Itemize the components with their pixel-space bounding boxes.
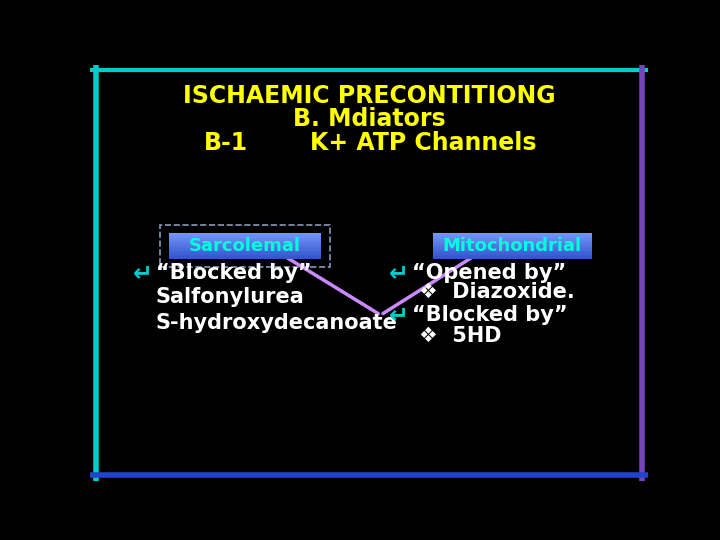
- Bar: [169, 254, 320, 255]
- Bar: [433, 249, 592, 251]
- Bar: [169, 256, 320, 258]
- Bar: [169, 243, 320, 245]
- Text: ↵: ↵: [388, 261, 408, 285]
- Text: ❖  Diazoxide.: ❖ Diazoxide.: [419, 282, 575, 302]
- Bar: [433, 254, 592, 255]
- Bar: [169, 258, 320, 259]
- Text: “Blocked by”: “Blocked by”: [412, 305, 567, 325]
- Bar: [433, 246, 592, 247]
- Bar: [433, 242, 592, 243]
- Bar: [433, 239, 592, 240]
- Text: ↵: ↵: [388, 303, 408, 327]
- Bar: [169, 247, 320, 248]
- Bar: [169, 255, 320, 256]
- Bar: [433, 251, 592, 252]
- Bar: [433, 243, 592, 245]
- Bar: [169, 245, 320, 246]
- Text: B-1: B-1: [204, 131, 248, 156]
- Bar: [433, 252, 592, 254]
- Bar: [433, 245, 592, 246]
- Bar: [169, 235, 320, 237]
- Text: ❖  5HD: ❖ 5HD: [419, 326, 502, 346]
- Bar: [169, 252, 320, 254]
- Bar: [433, 238, 592, 239]
- Bar: [433, 235, 592, 237]
- Bar: [169, 251, 320, 252]
- Text: B. Mdiators: B. Mdiators: [293, 107, 445, 131]
- Bar: [169, 239, 320, 240]
- Bar: [433, 237, 592, 238]
- Bar: [433, 233, 592, 234]
- Bar: [169, 246, 320, 247]
- Bar: [169, 233, 320, 234]
- Text: Mitochondrial: Mitochondrial: [443, 237, 582, 255]
- Text: ↵: ↵: [132, 261, 153, 285]
- Text: K+ ATP Channels: K+ ATP Channels: [310, 131, 536, 156]
- Bar: [433, 247, 592, 248]
- Bar: [433, 248, 592, 249]
- Bar: [433, 258, 592, 259]
- Bar: [433, 234, 592, 235]
- Bar: [169, 249, 320, 251]
- Text: “Blocked by”: “Blocked by”: [156, 262, 312, 283]
- Bar: [169, 242, 320, 243]
- Text: Sarcolemal: Sarcolemal: [189, 237, 301, 255]
- Text: S-hydroxydecanoate: S-hydroxydecanoate: [156, 313, 397, 333]
- Bar: [169, 237, 320, 238]
- Text: Salfonylurea: Salfonylurea: [156, 287, 305, 307]
- Bar: [169, 240, 320, 242]
- Bar: [169, 238, 320, 239]
- Bar: [433, 256, 592, 258]
- Bar: [433, 240, 592, 242]
- Bar: [433, 255, 592, 256]
- Bar: [169, 234, 320, 235]
- Text: ISCHAEMIC PRECONTITIONG: ISCHAEMIC PRECONTITIONG: [183, 84, 555, 107]
- Text: “Opened by”: “Opened by”: [412, 262, 566, 283]
- Bar: [169, 248, 320, 249]
